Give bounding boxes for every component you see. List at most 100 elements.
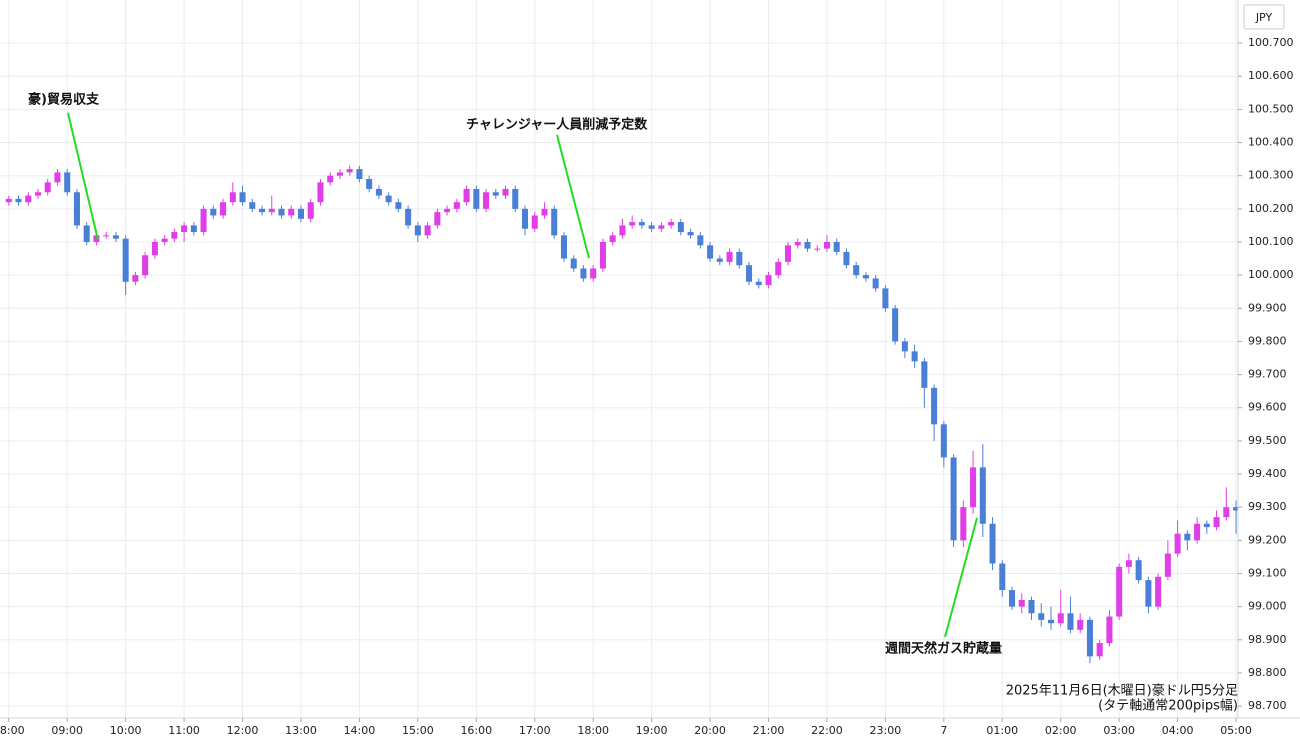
candle-body bbox=[570, 258, 577, 269]
candle-body bbox=[112, 235, 119, 239]
candle-body bbox=[249, 202, 256, 209]
candle-body bbox=[638, 222, 645, 226]
candle-body bbox=[463, 188, 470, 203]
y-tick-label: 100.000 bbox=[1248, 268, 1294, 281]
y-tick-label: 99.400 bbox=[1248, 467, 1287, 480]
candle-body bbox=[181, 225, 188, 233]
caption: (タテ軸通常200pips幅) bbox=[1098, 699, 1238, 714]
y-tick-label: 99.500 bbox=[1248, 434, 1287, 447]
candle-body bbox=[1096, 643, 1103, 657]
candle-body bbox=[366, 179, 373, 189]
candle-body bbox=[73, 192, 80, 226]
candle-body bbox=[999, 563, 1006, 591]
candle-body bbox=[940, 424, 947, 458]
grid bbox=[0, 0, 1238, 718]
candle-body bbox=[1106, 616, 1113, 644]
candle-body bbox=[668, 222, 675, 226]
candle-body bbox=[814, 248, 821, 250]
candle-body bbox=[658, 225, 665, 229]
candle-body bbox=[521, 208, 529, 229]
candle-body bbox=[629, 222, 636, 226]
candle-body bbox=[288, 208, 295, 216]
candle-body bbox=[327, 175, 334, 183]
axis-title-box bbox=[1243, 4, 1285, 30]
candle-body bbox=[473, 188, 480, 209]
candle-body bbox=[551, 208, 558, 236]
candle-body bbox=[1184, 533, 1191, 541]
candle-body bbox=[1155, 576, 1162, 607]
candle-body bbox=[1028, 599, 1035, 614]
candle-body bbox=[161, 238, 168, 242]
candle-body bbox=[677, 222, 684, 233]
candle-body bbox=[862, 275, 869, 279]
candle-body bbox=[424, 225, 431, 236]
candle-body bbox=[375, 188, 382, 196]
candle-body bbox=[356, 169, 363, 180]
y-tick-label: 100.100 bbox=[1248, 235, 1294, 248]
candle-body bbox=[122, 238, 129, 282]
candle-body bbox=[171, 232, 178, 239]
candle-body bbox=[619, 225, 626, 236]
candle-body bbox=[93, 235, 100, 242]
x-tick-label: 15:00 bbox=[402, 724, 434, 737]
candle-body bbox=[142, 255, 149, 276]
candle-body bbox=[531, 215, 538, 229]
candle-body bbox=[297, 208, 304, 219]
candle-body bbox=[5, 198, 12, 203]
candle-body bbox=[590, 268, 597, 279]
candle-body bbox=[1077, 619, 1084, 630]
x-tick-label: 13:00 bbox=[285, 724, 317, 737]
candle-body bbox=[765, 275, 772, 286]
candle-body bbox=[707, 245, 714, 259]
candle-body bbox=[132, 275, 139, 282]
x-tick-label: 10:00 bbox=[110, 724, 142, 737]
candle-body bbox=[687, 232, 694, 236]
candle-body bbox=[405, 208, 412, 226]
candle-body bbox=[1125, 560, 1132, 567]
candle-body bbox=[989, 523, 996, 564]
candle-body bbox=[25, 195, 32, 203]
candle-body bbox=[1145, 580, 1152, 607]
candle-body bbox=[901, 341, 908, 352]
candle-body bbox=[794, 241, 801, 246]
candle-body bbox=[726, 251, 733, 262]
y-tick-label: 98.900 bbox=[1248, 633, 1287, 646]
candle-body bbox=[843, 251, 850, 266]
candle-body bbox=[229, 192, 236, 203]
y-tick-label: 99.100 bbox=[1248, 566, 1287, 579]
candle-body bbox=[950, 457, 957, 541]
candle-body bbox=[1174, 533, 1181, 554]
candle-body bbox=[921, 361, 928, 388]
y-tick-label: 99.600 bbox=[1248, 401, 1287, 414]
candle-body bbox=[44, 182, 51, 193]
candles bbox=[5, 165, 1238, 663]
candle-body bbox=[64, 172, 71, 193]
candle-body bbox=[1018, 599, 1025, 607]
annotation-line bbox=[556, 134, 590, 259]
x-axis: 08:00 09:00 10:00 11:00 12:00 13:00 14:00 15:00… bbox=[0, 718, 1252, 737]
x-tick-label: 20:00 bbox=[694, 724, 726, 737]
y-tick-label: 98.800 bbox=[1248, 666, 1287, 679]
x-tick-label: 09:00 bbox=[51, 724, 83, 737]
candle-body bbox=[190, 225, 197, 233]
candle-body bbox=[1067, 613, 1074, 630]
x-tick-label: 01:00 bbox=[986, 724, 1018, 737]
candle-body bbox=[317, 182, 324, 203]
x-tick-label: 05:00 bbox=[1220, 724, 1252, 737]
candle-body bbox=[911, 351, 918, 362]
candle-body bbox=[444, 208, 451, 213]
candle-body bbox=[1194, 523, 1201, 541]
candle-body bbox=[775, 261, 782, 276]
candle-body bbox=[970, 467, 977, 508]
x-tick-label: 02:00 bbox=[1045, 724, 1077, 737]
candle-body bbox=[541, 208, 548, 216]
y-tick-label: 100.200 bbox=[1248, 202, 1294, 215]
candle-body bbox=[1223, 507, 1230, 518]
candle-body bbox=[346, 169, 353, 173]
candle-body bbox=[200, 208, 207, 233]
candle-body bbox=[54, 172, 61, 183]
candle-body bbox=[151, 241, 158, 256]
x-tick-label: 22:00 bbox=[811, 724, 843, 737]
x-tick-label: 12:00 bbox=[227, 724, 259, 737]
